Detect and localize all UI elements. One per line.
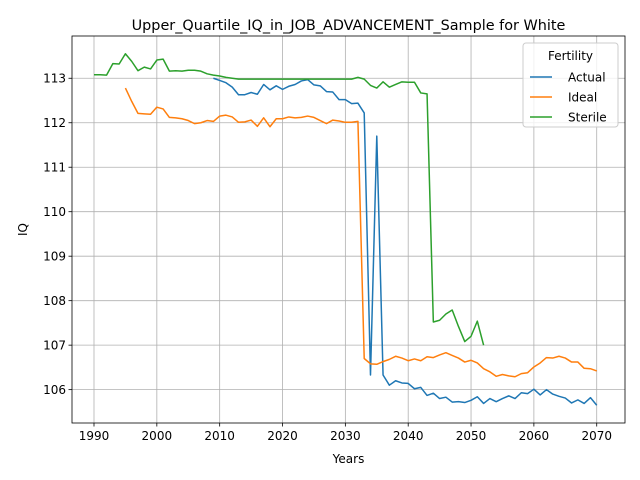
series-line-ideal bbox=[124, 87, 597, 378]
y-tick-label: 113 bbox=[43, 71, 66, 85]
legend-label-actual: Actual bbox=[568, 71, 606, 85]
x-tick-label: 2010 bbox=[204, 429, 235, 443]
series-lines bbox=[93, 53, 598, 406]
chart-title: Upper_Quartile_IQ_in_JOB_ADVANCEMENT_Sam… bbox=[132, 18, 566, 34]
y-tick-label: 107 bbox=[43, 338, 66, 352]
x-tick-label: 2030 bbox=[330, 429, 361, 443]
x-axis-label: Years bbox=[332, 452, 365, 466]
y-tick-label: 111 bbox=[43, 160, 66, 174]
y-tick-label: 112 bbox=[43, 116, 66, 130]
y-tick-label: 106 bbox=[43, 383, 66, 397]
legend-entries: Actual Ideal Sterile bbox=[530, 71, 607, 125]
x-tick-label: 2070 bbox=[581, 429, 612, 443]
x-tick-label: 2040 bbox=[393, 429, 424, 443]
grid-lines bbox=[72, 36, 625, 423]
legend-box bbox=[522, 42, 619, 128]
legend-label-ideal: Ideal bbox=[568, 91, 597, 105]
y-tick-label: 108 bbox=[43, 294, 66, 308]
y-tick-label: 110 bbox=[43, 205, 66, 219]
y-tick-label: 109 bbox=[43, 249, 66, 263]
x-tick-label: 2050 bbox=[456, 429, 487, 443]
x-tick-label: 1990 bbox=[79, 429, 110, 443]
x-tick-label: 2020 bbox=[267, 429, 298, 443]
legend-title: Fertility bbox=[548, 49, 593, 63]
x-tick-label: 2060 bbox=[519, 429, 550, 443]
x-axis-ticks: 1990 2000 2010 2020 2030 2040 2050 2060 2070 bbox=[79, 423, 612, 443]
plot-area-frame bbox=[71, 35, 626, 424]
legend: Fertility Actual Ideal Sterile bbox=[522, 42, 619, 128]
legend-label-sterile: Sterile bbox=[568, 111, 607, 125]
y-axis-ticks: 106 107 108 109 110 111 112 113 bbox=[43, 71, 72, 397]
x-tick-label: 2000 bbox=[142, 429, 173, 443]
series-line-actual bbox=[213, 77, 598, 406]
y-axis-label: IQ bbox=[16, 223, 30, 236]
series-line-sterile bbox=[93, 53, 485, 346]
